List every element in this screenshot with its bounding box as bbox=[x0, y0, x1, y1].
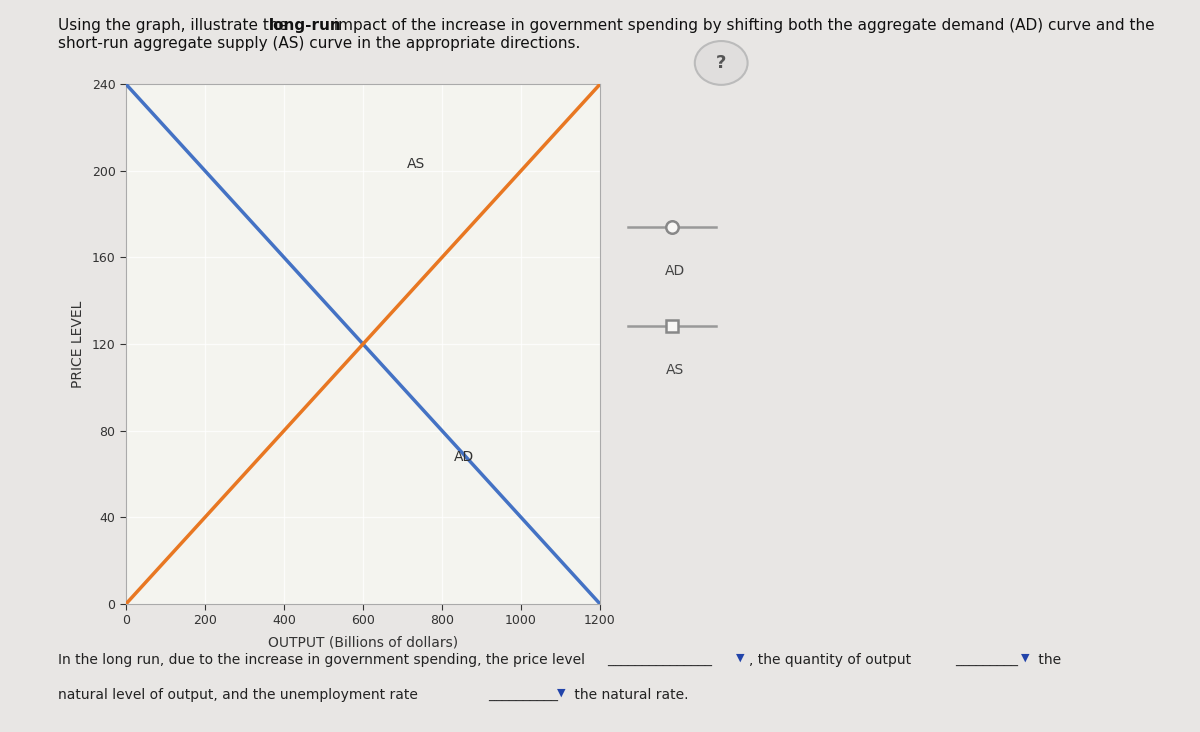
Y-axis label: PRICE LEVEL: PRICE LEVEL bbox=[71, 300, 85, 388]
Text: impact of the increase in government spending by shifting both the aggregate dem: impact of the increase in government spe… bbox=[329, 18, 1154, 33]
Circle shape bbox=[695, 41, 748, 85]
Text: natural level of output, and the unemployment rate: natural level of output, and the unemplo… bbox=[58, 688, 418, 702]
Text: ▼: ▼ bbox=[557, 688, 565, 698]
Text: the: the bbox=[1034, 653, 1062, 667]
Text: _______________: _______________ bbox=[607, 653, 713, 667]
Text: __________: __________ bbox=[488, 688, 558, 702]
Text: _________: _________ bbox=[955, 653, 1019, 667]
Text: Using the graph, illustrate the: Using the graph, illustrate the bbox=[58, 18, 293, 33]
Text: ?: ? bbox=[716, 54, 726, 72]
Text: , the quantity of output: , the quantity of output bbox=[749, 653, 911, 667]
Text: AD: AD bbox=[665, 264, 685, 278]
Text: the natural rate.: the natural rate. bbox=[570, 688, 689, 702]
Text: long-run: long-run bbox=[269, 18, 342, 33]
Text: short-run aggregate supply (AS) curve in the appropriate directions.: short-run aggregate supply (AS) curve in… bbox=[58, 36, 580, 51]
Text: ▼: ▼ bbox=[1021, 653, 1030, 663]
Text: AD: AD bbox=[454, 449, 474, 463]
Text: AS: AS bbox=[407, 157, 425, 171]
Text: AS: AS bbox=[665, 362, 684, 377]
X-axis label: OUTPUT (Billions of dollars): OUTPUT (Billions of dollars) bbox=[268, 635, 458, 650]
Text: ▼: ▼ bbox=[736, 653, 744, 663]
Text: In the long run, due to the increase in government spending, the price level: In the long run, due to the increase in … bbox=[58, 653, 584, 667]
